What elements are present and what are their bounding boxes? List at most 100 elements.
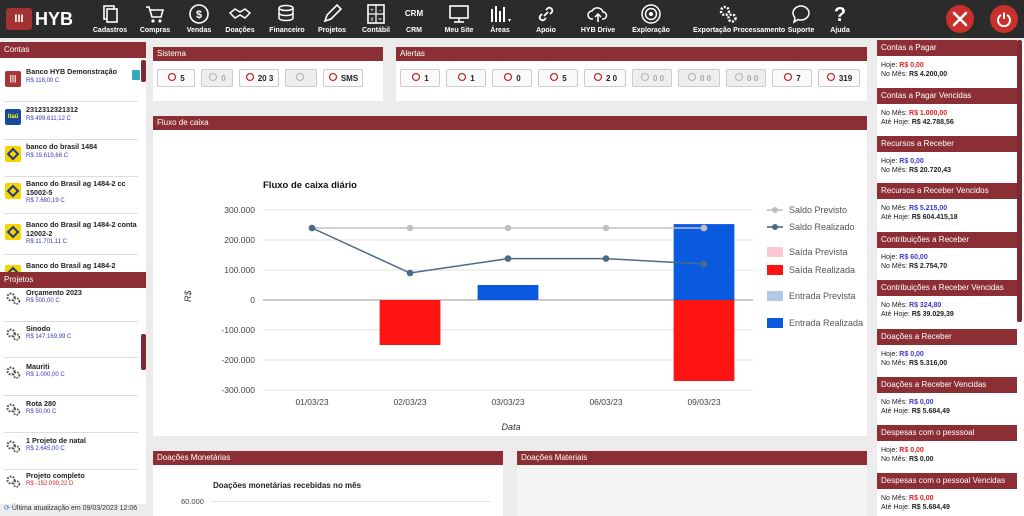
account-name: Banco do Brasil ag 1484-2 conta 12002-2 R… bbox=[26, 220, 138, 247]
summary-line: No Mês: R$ 1.000,00 bbox=[877, 110, 1017, 119]
point-saldo-realizado[interactable] bbox=[504, 255, 512, 262]
legend-item[interactable]: Saldo Previsto bbox=[767, 205, 847, 215]
legend-item[interactable]: Saída Realizada bbox=[767, 265, 855, 275]
alertas-indicator[interactable]: 7 bbox=[772, 69, 812, 87]
divider bbox=[4, 213, 138, 214]
project-item[interactable]: Sinodo R$ 147.169,99 C bbox=[4, 324, 140, 354]
account-item[interactable]: banco do brasil 1484 R$ 19.619,68 C bbox=[4, 142, 140, 175]
nav-item-meu-site[interactable]: Meu Site bbox=[424, 3, 494, 34]
summary-card-doa-es-a-receber-vencidas[interactable]: Doações a Receber Vencidas No Mês: R$ 0,0… bbox=[877, 377, 1017, 416]
project-balance: R$ 50,00 C bbox=[26, 409, 57, 415]
summary-card-contribui-es-a-receber[interactable]: Contribuições a Receber Hoje: R$ 60,00 No … bbox=[877, 232, 1017, 271]
project-name-text: Projeto completo bbox=[26, 471, 85, 480]
nav-item-doa-es[interactable]: Doações bbox=[205, 3, 275, 34]
project-item[interactable]: Projeto completo R$ -152.099,22 D bbox=[4, 471, 140, 501]
sistema-indicator[interactable] bbox=[285, 69, 317, 87]
summary-card-contas-a-pagar-vencidas[interactable]: Contas a Pagar Vencidas No Mês: R$ 1.000,… bbox=[877, 88, 1017, 127]
point-saldo-previsto[interactable] bbox=[406, 224, 414, 232]
nav-label: Suporte bbox=[787, 27, 815, 34]
nav-item--reas[interactable]: ▾ Áreas bbox=[465, 3, 535, 34]
summary-card-despesas-com-o-pesssoal[interactable]: Despesas com o pesssoal Hoje: R$ 0,00 No M… bbox=[877, 425, 1017, 464]
bar-sa-da-realizada[interactable] bbox=[673, 300, 735, 381]
power-icon bbox=[997, 12, 1011, 27]
divider bbox=[4, 321, 138, 322]
account-item[interactable]: ||| Banco HYB Demonstração R$ 118,00 C bbox=[4, 67, 140, 100]
summary-card-doa-es-a-receber[interactable]: Doações a Receber Hoje: R$ 0,00 No Mês: R$… bbox=[877, 329, 1017, 368]
x-tick-label: 06/03/23 bbox=[589, 397, 622, 407]
tools-button[interactable] bbox=[946, 5, 974, 33]
point-saldo-realizado[interactable] bbox=[406, 269, 414, 277]
last-update: ⟳ Última atualização em 09/03/2023 12:06 bbox=[4, 504, 137, 512]
legend-item[interactable]: Saldo Realizado bbox=[767, 222, 855, 232]
alertas-indicator[interactable]: 2 0 bbox=[584, 69, 626, 87]
project-item[interactable]: Rota 280 R$ 50,00 C bbox=[4, 399, 140, 429]
point-saldo-previsto[interactable] bbox=[602, 224, 610, 232]
point-saldo-realizado[interactable] bbox=[700, 260, 708, 268]
project-item[interactable]: 1 Projeto de natal R$ 2.645,00 C bbox=[4, 436, 140, 466]
alertas-indicator[interactable]: 0 0 bbox=[726, 69, 766, 87]
summary-line-label: Até Hoje: bbox=[881, 503, 910, 511]
alertas-indicator[interactable]: 0 0 bbox=[678, 69, 720, 87]
alertas-indicator[interactable]: 1 bbox=[400, 69, 440, 87]
contas-scrollbar[interactable] bbox=[141, 60, 146, 82]
summary-card-body: No Mês: R$ 0,00 Até Hoje: R$ 5.684,49 bbox=[877, 393, 1017, 416]
alertas-indicator[interactable]: 5 bbox=[538, 69, 578, 87]
nav-item-financeiro[interactable]: Financeiro bbox=[252, 3, 322, 34]
fluxo-caixa-title: Fluxo de caixa bbox=[153, 116, 867, 130]
account-name-text: Banco HYB Demonstração bbox=[26, 67, 118, 76]
alertas-indicator[interactable]: 1 bbox=[446, 69, 486, 87]
hyb-logo[interactable]: III HYB bbox=[6, 8, 73, 30]
summary-card-contas-a-pagar[interactable]: Contas a Pagar Hoje: R$ 0,00 No Mês: R$ 4.… bbox=[877, 40, 1017, 79]
bar-sa-da-realizada[interactable] bbox=[379, 300, 441, 345]
project-item[interactable]: Orçamento 2023 R$ 500,00 C bbox=[4, 288, 140, 318]
alertas-indicator[interactable]: 0 0 bbox=[632, 69, 672, 87]
sistema-indicator-value: 0 bbox=[221, 73, 226, 83]
projetos-scrollbar[interactable] bbox=[141, 334, 146, 370]
alertas-indicator[interactable]: 319 bbox=[818, 69, 860, 87]
nav-item-suporte[interactable]: Suporte bbox=[766, 3, 836, 34]
bb-bank-icon bbox=[5, 146, 21, 162]
nav-item-explora-o[interactable]: Exploração bbox=[616, 3, 686, 34]
account-tag-icon[interactable] bbox=[132, 70, 140, 80]
nav-item-apoio[interactable]: Apoio bbox=[511, 3, 581, 34]
account-item[interactable]: Banco do Brasil ag 1484-2 bbox=[4, 261, 140, 272]
account-item[interactable]: itaú 2312312321312 R$ 499.611,12 C bbox=[4, 105, 140, 138]
summary-card-despesas-com-o-pessoal-vencidas[interactable]: Despesas com o pessoal Vencidas No Mês: R… bbox=[877, 473, 1017, 512]
sistema-indicator[interactable]: 0 bbox=[201, 69, 233, 87]
summary-card-contribui-es-a-receber-vencidas[interactable]: Contribuições a Receber Vencidas No Mês: … bbox=[877, 280, 1017, 319]
legend-item[interactable]: Saída Prevista bbox=[767, 247, 848, 257]
nav-item-hyb-drive[interactable]: HYB Drive bbox=[563, 3, 633, 34]
nav-item-cadastros[interactable]: Cadastros bbox=[75, 3, 145, 34]
nav-item-ajuda[interactable]: ? Ajuda bbox=[805, 3, 875, 34]
summary-card-recursos-a-receber-vencidos[interactable]: Recursos a Receber Vencidos No Mês: R$ 5.… bbox=[877, 183, 1017, 222]
nav-item-vendas[interactable]: $ Vendas bbox=[164, 3, 234, 34]
point-saldo-realizado[interactable] bbox=[308, 224, 316, 232]
alertas-indicator[interactable]: 0 bbox=[492, 69, 532, 87]
nav-item-projetos[interactable]: Projetos bbox=[297, 3, 367, 34]
point-saldo-realizado[interactable] bbox=[602, 255, 610, 262]
pencil-icon bbox=[323, 3, 343, 23]
phone-icon bbox=[208, 72, 218, 84]
sistema-indicator[interactable]: 5 bbox=[157, 69, 195, 87]
summary-card-title: Contribuições a Receber Vencidas bbox=[877, 280, 1017, 296]
summary-line: No Mês: R$ 5.215,00 bbox=[877, 205, 1017, 214]
nav-item-compras[interactable]: Compras bbox=[120, 3, 190, 34]
nav-item-exporta-o-processamento[interactable]: Exportação Processamento bbox=[693, 3, 785, 34]
summary-card-recursos-a-receber[interactable]: Recursos a Receber Hoje: R$ 0,00 No Mês: R… bbox=[877, 136, 1017, 175]
project-item[interactable]: Mauriti R$ 1.000,00 C bbox=[4, 362, 140, 392]
power-button[interactable] bbox=[990, 5, 1018, 33]
point-saldo-previsto[interactable] bbox=[700, 224, 708, 232]
nav-item-cont-bil[interactable]: + - x = Contábil bbox=[341, 3, 411, 34]
nav-item-crm[interactable]: CRM CRM bbox=[379, 3, 449, 34]
sistema-indicator[interactable]: 20 3 bbox=[239, 69, 279, 87]
right-scrollbar[interactable] bbox=[1017, 40, 1022, 322]
gear-group-icon bbox=[5, 364, 21, 380]
bar-entrada-realizada[interactable] bbox=[477, 285, 539, 300]
summary-line: No Mês: R$ 2.754,70 bbox=[877, 263, 1017, 272]
account-item[interactable]: Banco do Brasil ag 1484-2 cc 15002-5 R$ 7… bbox=[4, 179, 140, 212]
legend-item[interactable]: Entrada Realizada bbox=[767, 318, 863, 328]
point-saldo-previsto[interactable] bbox=[504, 224, 512, 232]
sistema-indicator[interactable]: SMS bbox=[323, 69, 363, 87]
account-item[interactable]: Banco do Brasil ag 1484-2 conta 12002-2 R… bbox=[4, 220, 140, 253]
legend-item[interactable]: Entrada Prevista bbox=[767, 291, 856, 301]
